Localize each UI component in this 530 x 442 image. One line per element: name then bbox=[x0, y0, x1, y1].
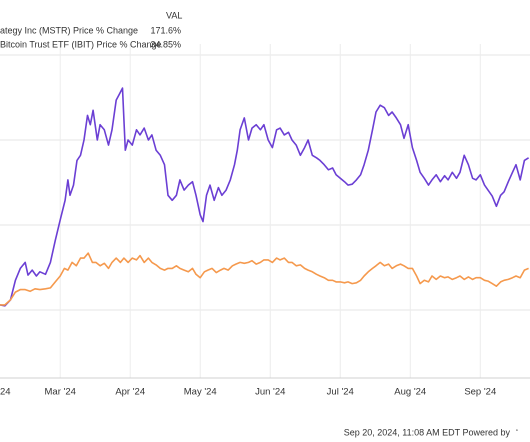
legend-header: VAL bbox=[166, 10, 182, 20]
x-tick-label: Mar '24 bbox=[45, 387, 76, 398]
footer: Sep 20, 2024, 11:08 AM EDT Powered by bbox=[344, 427, 511, 437]
plot-lines bbox=[0, 87, 530, 307]
logo-fragment: ‘ bbox=[516, 427, 518, 437]
series-line bbox=[0, 252, 529, 306]
grid bbox=[0, 44, 530, 378]
x-axis: 24 Mar '24 Apr '24 May '24 Jun '24 Jul '24 Aug… bbox=[0, 377, 530, 398]
x-tick-label: Aug '24 bbox=[394, 387, 426, 398]
x-tick-label: Jul '24 bbox=[327, 387, 354, 398]
legend-value: 34.85% bbox=[150, 39, 181, 49]
x-tick-label: May '24 bbox=[184, 387, 217, 398]
legend-label: Bitcoin Trust ETF (IBIT) Price % Change bbox=[0, 39, 162, 49]
x-tick-label: Apr '24 bbox=[115, 387, 145, 398]
x-tick-label: Sep '24 bbox=[464, 387, 496, 398]
legend-label: ategy Inc (MSTR) Price % Change bbox=[0, 25, 138, 35]
x-tick-label: 24 bbox=[0, 387, 11, 398]
legend: VAL ategy Inc (MSTR) Price % Change 171.6… bbox=[0, 10, 182, 49]
series-line bbox=[0, 87, 530, 307]
legend-value: 171.6% bbox=[150, 25, 181, 35]
x-tick-label: Jun '24 bbox=[255, 387, 285, 398]
